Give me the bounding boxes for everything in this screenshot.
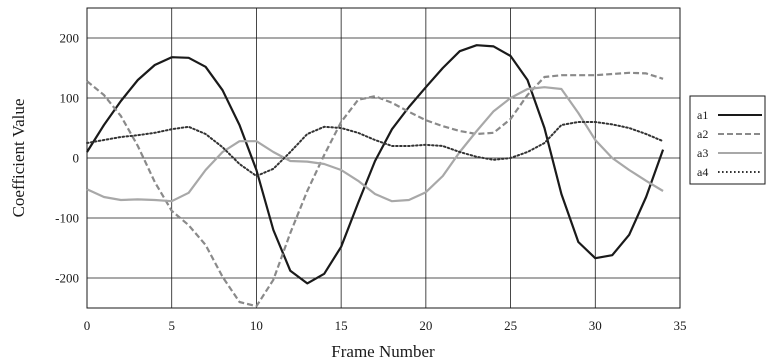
y-tick-label: 100: [60, 91, 80, 106]
y-tick-label: 200: [60, 31, 80, 46]
legend-label-a4: a4: [697, 165, 708, 179]
series-line-a1: [86, 44, 665, 285]
y-axis-label: Coefficient Value: [9, 99, 28, 218]
x-tick-label: 25: [504, 318, 517, 333]
legend-box: [689, 95, 766, 185]
series-line-a4: [86, 121, 665, 177]
x-tick-label: 30: [589, 318, 602, 333]
series-line-a2: [86, 71, 664, 308]
x-tick-labels: 0 5 10 15 20 25 30 35: [84, 318, 687, 333]
x-tick-label: 15: [335, 318, 348, 333]
x-tick-label: 20: [419, 318, 432, 333]
legend-label-a3: a3: [697, 146, 708, 160]
series-line-a3: [86, 86, 664, 203]
legend-label-a1: a1: [697, 108, 708, 122]
legend-label-a2: a2: [697, 127, 708, 141]
y-tick-label: -100: [55, 211, 79, 226]
x-tick-label: 0: [84, 318, 91, 333]
x-axis-label: Frame Number: [331, 342, 435, 361]
y-tick-label: -200: [55, 271, 79, 286]
x-tick-label: 5: [168, 318, 175, 333]
y-tick-label: 0: [73, 151, 80, 166]
series-layer: [86, 44, 665, 308]
legend: a1 a2 a3 a4: [689, 95, 766, 185]
x-tick-label: 35: [674, 318, 687, 333]
y-tick-labels: -200 -100 0 100 200: [55, 31, 79, 286]
x-tick-label: 10: [250, 318, 263, 333]
